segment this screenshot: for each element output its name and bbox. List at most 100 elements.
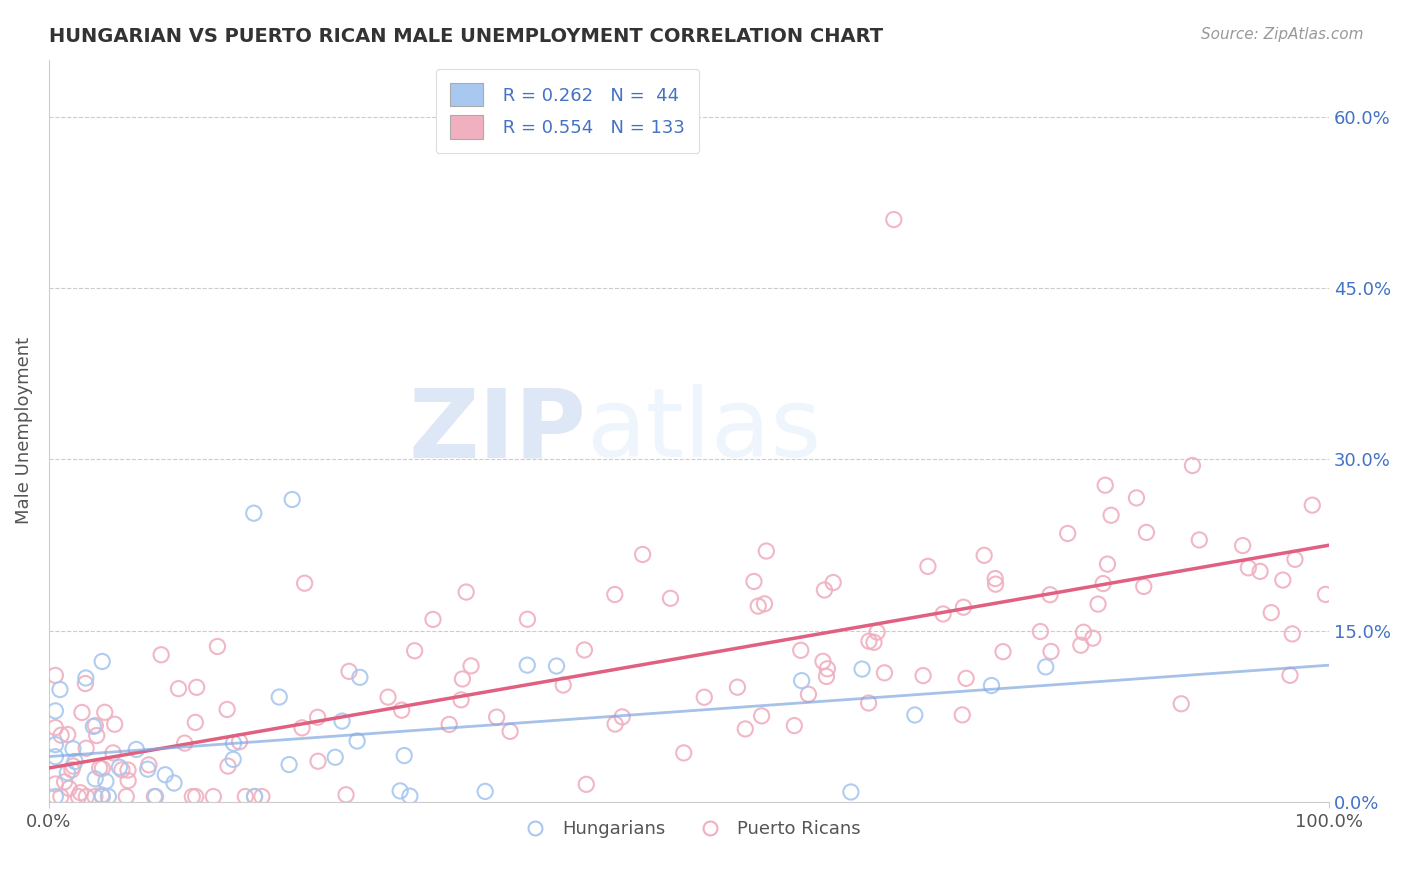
Point	[117, 773, 139, 788]
Point	[281, 492, 304, 507]
Point	[783, 718, 806, 732]
Point	[917, 559, 939, 574]
Point	[1301, 498, 1323, 512]
Point	[335, 788, 357, 802]
Point	[839, 785, 862, 799]
Point	[912, 668, 935, 682]
Point	[1125, 491, 1147, 505]
Point	[184, 789, 207, 804]
Point	[91, 789, 114, 804]
Point	[553, 678, 575, 692]
Point	[391, 703, 413, 717]
Point	[138, 757, 160, 772]
Point	[63, 755, 86, 769]
Point	[70, 706, 93, 720]
Point	[742, 574, 765, 589]
Point	[399, 789, 422, 804]
Point	[90, 788, 112, 802]
Point	[873, 665, 896, 680]
Point	[217, 702, 239, 716]
Point	[734, 722, 756, 736]
Point	[437, 717, 460, 731]
Point	[49, 789, 72, 804]
Point	[243, 789, 266, 804]
Point	[904, 708, 927, 723]
Point	[546, 659, 568, 673]
Point	[62, 759, 84, 773]
Point	[858, 696, 880, 710]
Point	[1039, 588, 1062, 602]
Point	[984, 577, 1007, 591]
Point	[62, 741, 84, 756]
Point	[207, 640, 229, 654]
Point	[233, 789, 256, 804]
Point	[228, 735, 250, 749]
Point	[1271, 573, 1294, 587]
Point	[278, 757, 301, 772]
Point	[790, 673, 813, 688]
Point	[323, 750, 346, 764]
Point	[485, 710, 508, 724]
Point	[49, 682, 72, 697]
Point	[1278, 668, 1301, 682]
Point	[330, 714, 353, 728]
Point	[97, 789, 120, 804]
Point	[815, 662, 838, 676]
Point	[91, 762, 114, 776]
Point	[94, 706, 117, 720]
Point	[422, 612, 444, 626]
Legend: Hungarians, Puerto Ricans: Hungarians, Puerto Ricans	[509, 813, 869, 846]
Point	[1056, 526, 1078, 541]
Point	[1097, 557, 1119, 571]
Point	[184, 715, 207, 730]
Point	[1094, 478, 1116, 492]
Point	[474, 784, 496, 798]
Point	[89, 761, 111, 775]
Point	[1081, 631, 1104, 645]
Point	[269, 690, 291, 704]
Point	[44, 738, 66, 752]
Text: HUNGARIAN VS PUERTO RICAN MALE UNEMPLOYMENT CORRELATION CHART: HUNGARIAN VS PUERTO RICAN MALE UNEMPLOYM…	[49, 27, 883, 45]
Point	[136, 762, 159, 776]
Point	[451, 672, 474, 686]
Point	[1237, 561, 1260, 575]
Point	[603, 717, 626, 731]
Point	[84, 789, 107, 804]
Point	[751, 709, 773, 723]
Point	[163, 776, 186, 790]
Point	[1035, 660, 1057, 674]
Point	[1181, 458, 1204, 473]
Point	[755, 544, 778, 558]
Point	[58, 781, 80, 796]
Point	[1070, 638, 1092, 652]
Text: Source: ZipAtlas.com: Source: ZipAtlas.com	[1201, 27, 1364, 42]
Point	[516, 658, 538, 673]
Point	[389, 784, 412, 798]
Point	[44, 704, 66, 718]
Point	[456, 585, 478, 599]
Point	[82, 719, 104, 733]
Point	[883, 212, 905, 227]
Point	[60, 763, 83, 777]
Point	[291, 721, 314, 735]
Point	[1073, 625, 1095, 640]
Point	[1087, 597, 1109, 611]
Point	[754, 597, 776, 611]
Point	[863, 635, 886, 649]
Point	[813, 582, 835, 597]
Point	[1315, 587, 1337, 601]
Point	[394, 748, 416, 763]
Point	[1284, 552, 1306, 566]
Point	[404, 644, 426, 658]
Point	[858, 634, 880, 648]
Point	[797, 687, 820, 701]
Point	[516, 612, 538, 626]
Point	[659, 591, 682, 606]
Point	[75, 671, 97, 685]
Point	[349, 670, 371, 684]
Point	[984, 572, 1007, 586]
Point	[823, 575, 845, 590]
Point	[460, 658, 482, 673]
Text: atlas: atlas	[586, 384, 821, 477]
Point	[851, 662, 873, 676]
